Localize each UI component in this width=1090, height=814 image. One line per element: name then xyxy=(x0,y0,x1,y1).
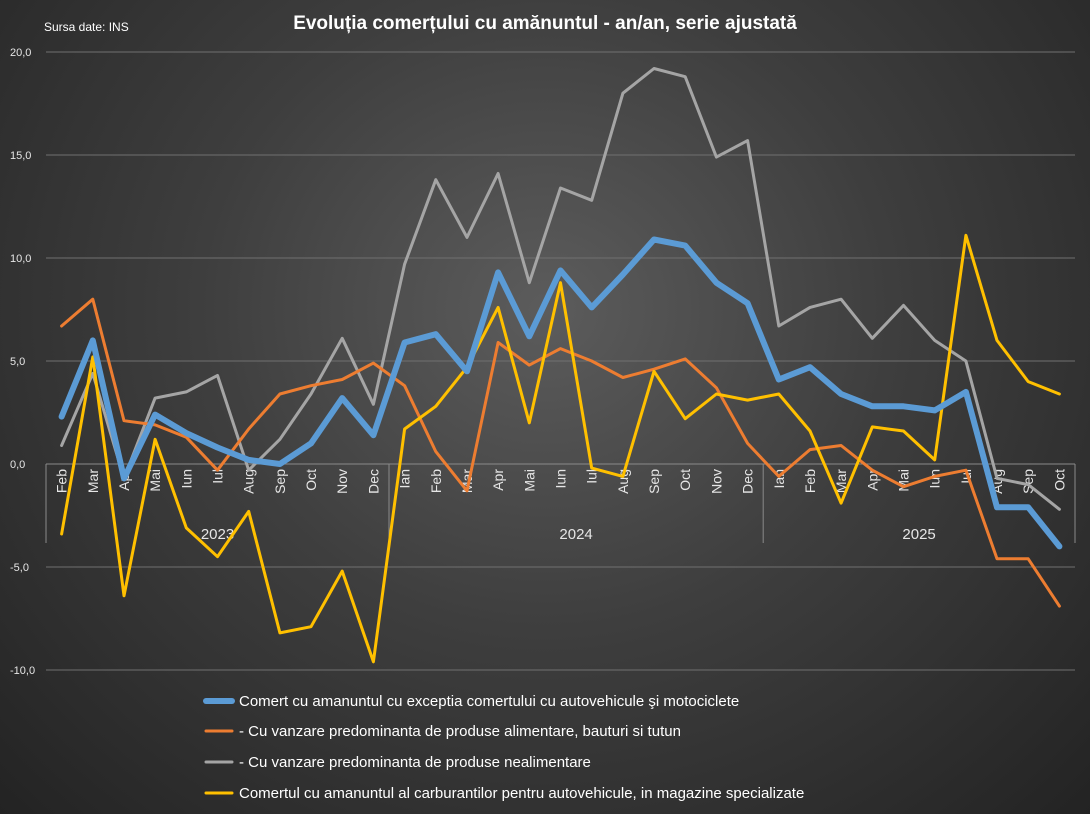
x-axis: Feb Mar Apr Mai Iun Iul Aug Sep Oct Nov Dec Ian Feb M… xyxy=(45,463,1076,543)
legend: Comert cu amanuntul cu exceptia comertul… xyxy=(203,693,804,802)
x-tick-label: Iun xyxy=(553,469,569,488)
x-tick-label: Aug xyxy=(241,469,257,494)
x-tick-label: Apr xyxy=(490,469,506,491)
x-tick-label: Sep xyxy=(646,469,662,494)
x-tick-label: Feb xyxy=(802,469,818,493)
x-tick-label: Apr xyxy=(864,469,880,491)
gridlines xyxy=(46,51,1075,671)
y-axis: -10,0 -5,0 0,0 5,0 10,0 15,0 20,0 xyxy=(10,47,35,677)
y-tick-label: 5,0 xyxy=(10,356,25,368)
chart-title: Evoluția comerțului cu amănuntul - an/an… xyxy=(293,13,797,34)
year-label: 2025 xyxy=(902,526,935,543)
series-lines xyxy=(58,67,1063,664)
x-tick-label: Mai xyxy=(521,469,537,492)
x-tick-label: Mar xyxy=(85,469,101,493)
x-tick-label: Feb xyxy=(54,469,70,493)
source-label: Sursa date: INS xyxy=(44,20,129,34)
x-tick-label: Iun xyxy=(927,469,943,488)
y-tick-label: 10,0 xyxy=(10,253,31,265)
legend-item-label: - Cu vanzare predominanta de produse ali… xyxy=(239,723,681,740)
x-tick-label: Sep xyxy=(272,469,288,494)
x-tick-label: Mai xyxy=(147,469,163,492)
series-line xyxy=(60,297,1061,608)
x-tick-label: Dec xyxy=(740,469,756,494)
year-label: 2023 xyxy=(201,526,234,543)
x-tick-label: Iul xyxy=(210,469,226,484)
x-tick-label: Mar xyxy=(833,469,849,493)
x-tick-label: Nov xyxy=(708,469,724,494)
x-tick-label: Oct xyxy=(677,469,693,491)
year-label: 2024 xyxy=(559,526,592,543)
y-tick-label: 15,0 xyxy=(10,150,31,162)
x-tick-label: Dec xyxy=(365,469,381,494)
y-tick-label: 20,0 xyxy=(10,47,31,59)
series-line xyxy=(58,236,1063,550)
x-tick-label: Ian xyxy=(397,469,413,488)
legend-item-label: Comertul cu amanuntul al carburantilor p… xyxy=(239,785,804,802)
series-line xyxy=(60,67,1061,511)
legend-item-label: Comert cu amanuntul cu exceptia comertul… xyxy=(239,693,739,710)
legend-item-label: - Cu vanzare predominanta de produse nea… xyxy=(239,754,591,771)
y-tick-label: -5,0 xyxy=(10,562,29,574)
x-tick-label: Iun xyxy=(178,469,194,488)
series-line xyxy=(60,233,1061,664)
x-tick-label: Iul xyxy=(584,469,600,484)
y-tick-label: -10,0 xyxy=(10,665,35,677)
x-tick-label: Feb xyxy=(428,469,444,493)
y-tick-label: 0,0 xyxy=(10,459,25,471)
x-tick-label: Oct xyxy=(1051,469,1067,491)
x-tick-label: Oct xyxy=(303,469,319,491)
x-tick-label: Nov xyxy=(334,469,350,494)
